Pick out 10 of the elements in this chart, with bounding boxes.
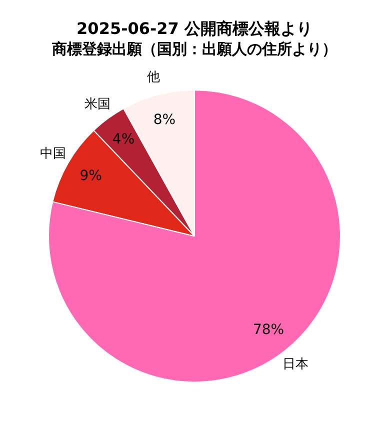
data-label: 8% [153,112,176,128]
data-label: 78% [252,322,284,338]
chart-subtitle: 商標登録出願（国別：出願人の住所より） [51,40,337,58]
slice-label: 日本 [282,357,309,372]
slice-label: 中国 [40,146,66,162]
chart-title: 2025-06-27 公開商標公報より [76,18,312,38]
slice-label: 米国 [84,96,111,112]
data-label: 9% [80,168,102,184]
data-label: 4% [112,131,135,148]
slice-label: 他 [146,70,160,86]
